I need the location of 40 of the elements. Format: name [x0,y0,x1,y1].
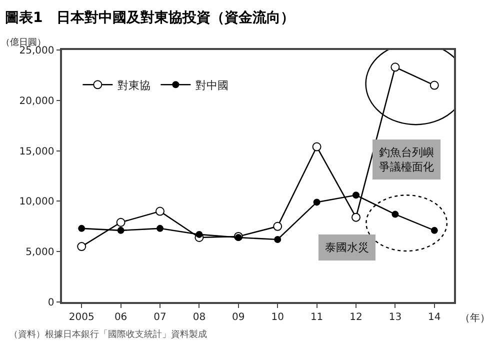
point [156,224,164,232]
point [273,222,282,231]
y-tick-label: 10,000 [19,196,54,208]
point [352,212,360,222]
legend-label: 對東協 [118,78,151,92]
x-tick-label: 06 [114,312,128,323]
x-tick-label: 14 [428,312,441,323]
point [312,142,322,152]
x-tick-label: 13 [388,312,402,323]
y-tick-label: 20,000 [19,96,54,107]
y-tick-label: 5,000 [26,247,54,258]
x-tick-label: 07 [154,312,166,323]
annotation: 泰國水災 [325,241,369,254]
legend-label: 對中國 [196,78,229,92]
x-axis-title: （年） [460,312,490,324]
point [77,242,86,252]
chart-title: 圖表1 日本對中國及對東協投資（資金流向） [5,9,295,26]
point [430,226,438,234]
x-tick-label: 10 [271,312,284,323]
point [156,206,164,216]
x-tick-label: 11 [310,312,324,323]
point [390,62,400,72]
x-tick-label: 09 [232,312,245,323]
y-tick-label: 15,000 [19,146,54,158]
text: （資料）根據日本銀行「國際收支統計」資料製成 [9,329,207,340]
annotation: 釣魚台列嶼爭議檯面化 [379,146,434,174]
x-tick-label: 08 [192,312,206,323]
point [117,226,124,234]
x-tick-label: 12 [350,312,362,323]
y-tick-label: 0 [48,298,54,308]
point [196,230,203,238]
point [116,218,126,227]
point [352,192,360,199]
point [274,236,282,243]
point [392,210,399,218]
x-tick-label: 2005 [68,312,94,323]
point [78,224,86,232]
point [430,80,439,90]
y-tick-label: 25,000 [19,46,54,56]
point [313,198,320,206]
